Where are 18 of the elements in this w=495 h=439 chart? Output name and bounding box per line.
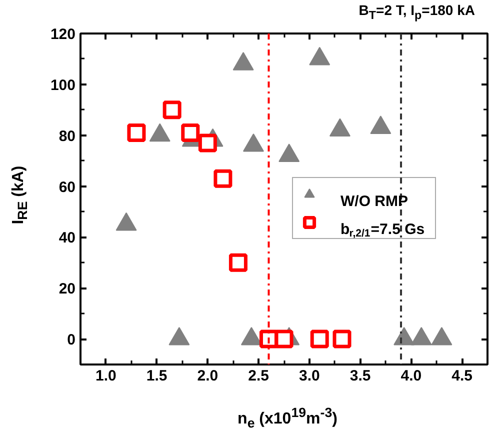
x-tick-label: 2.5 [248,368,269,384]
x-tick-label: 3.5 [350,368,371,384]
x-tick-label: 1.0 [96,368,116,384]
chart-title: B$_{T}$=2 T, I$_{p}$=180 kA [358,1,476,24]
y-tick-label: 80 [58,128,76,145]
y-tick-label: 100 [50,76,76,94]
x-tick-label: 4.0 [400,368,422,384]
x-tick-label: 3.0 [299,368,320,384]
y-tick-label: 0 [67,332,76,349]
x-tick-label: 1.5 [146,368,168,384]
y-tick-label: 20 [58,280,76,298]
legend-label: W/O RMP [340,193,408,210]
y-tick-label: 40 [58,230,76,247]
y-tick-label: 120 [50,26,76,43]
x-tick-label: 2.0 [197,368,218,384]
y-tick-label: 60 [58,178,76,196]
x-axis-title: n$_{e}$ (x10$^{19}$m$^{-3}$) [236,404,338,433]
x-tick-label: 4.5 [452,368,472,384]
